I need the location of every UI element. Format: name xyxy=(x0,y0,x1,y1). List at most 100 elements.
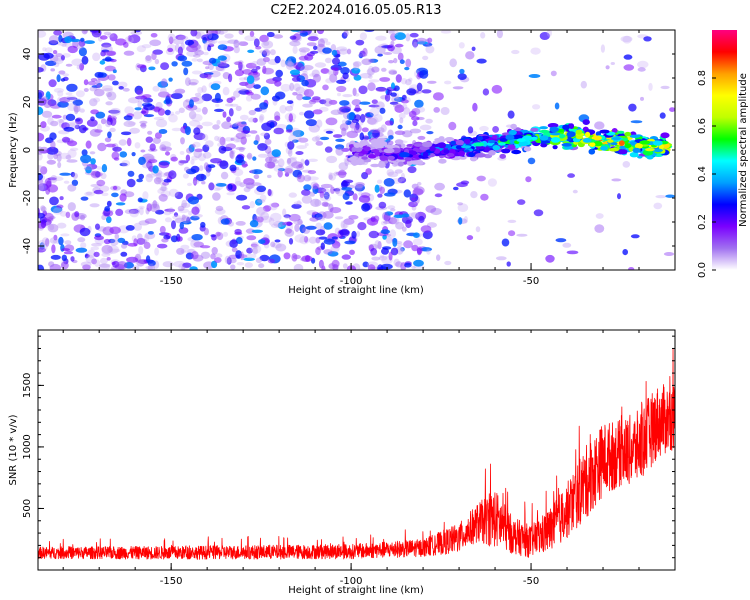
spectrogram-noise-mark xyxy=(416,181,422,186)
spectrogram-noise-mark xyxy=(214,208,226,215)
spectrogram-noise-mark xyxy=(179,150,185,155)
spectrogram-signal-mark xyxy=(518,140,529,147)
spectrogram-noise-mark xyxy=(214,92,221,102)
spectrogram-noise-mark xyxy=(191,70,202,75)
spectrogram-noise-mark xyxy=(48,261,55,267)
spectrogram-noise-mark xyxy=(138,156,146,166)
spectrogram-noise-mark xyxy=(101,192,109,197)
spectrogram-noise-mark xyxy=(409,128,422,134)
spectrogram-noise-mark xyxy=(180,202,191,208)
spectrogram-noise-mark xyxy=(466,235,474,241)
spectrogram-noise-mark xyxy=(75,90,85,98)
spectrogram-noise-mark xyxy=(89,86,98,92)
spectrogram-noise-mark xyxy=(185,168,197,175)
spectrogram-noise-mark xyxy=(180,137,185,145)
spectrogram-noise-mark xyxy=(202,151,212,159)
spectrogram-noise-mark xyxy=(343,111,351,120)
spectrogram-noise-mark xyxy=(140,149,146,153)
spectrogram-noise-mark xyxy=(67,184,77,192)
spectrogram-noise-mark xyxy=(336,46,348,52)
spectrogram-noise-mark xyxy=(380,220,388,226)
spectrogram-noise-mark xyxy=(38,264,45,270)
spectrogram-noise-mark xyxy=(287,141,295,150)
spectrogram-noise-mark xyxy=(61,136,71,143)
spectrogram-noise-mark xyxy=(235,154,244,164)
x-tick-label: -150 xyxy=(160,276,183,287)
spectrogram-noise-mark xyxy=(180,244,190,250)
spectrogram-noise-mark xyxy=(337,92,341,97)
spectrogram-noise-mark xyxy=(145,173,153,183)
spectrogram-noise-mark xyxy=(71,179,79,186)
spectrogram-noise-mark xyxy=(259,102,268,110)
spectrogram-noise-mark xyxy=(153,106,161,113)
spectrogram-noise-mark xyxy=(67,140,78,147)
spectrogram-noise-mark xyxy=(141,44,152,49)
spectrogram-signal-mark xyxy=(568,123,575,129)
spectrogram-noise-mark xyxy=(177,46,183,56)
spectrogram-noise-mark xyxy=(255,207,266,216)
spectrogram-noise-mark xyxy=(444,80,452,85)
spectrogram-noise-mark xyxy=(457,203,469,213)
spectrogram-noise-mark xyxy=(389,229,396,238)
spectrogram-noise-mark xyxy=(392,70,397,75)
spectrogram-noise-mark xyxy=(406,212,418,219)
spectrogram-noise-mark xyxy=(157,81,169,88)
spectrogram-noise-mark xyxy=(480,193,489,201)
spectrogram-noise-mark xyxy=(303,236,309,243)
spectrogram-noise-mark xyxy=(292,254,301,260)
spectrogram-noise-mark xyxy=(325,57,332,64)
spectrogram-noise-mark xyxy=(246,152,253,160)
spectrogram-noise-mark xyxy=(501,238,510,247)
y-tick-label: 40 xyxy=(22,48,33,61)
spectrogram-noise-mark xyxy=(412,38,419,48)
spectrogram-noise-mark xyxy=(109,127,116,133)
spectrogram-noise-mark xyxy=(45,91,51,100)
spectrogram-noise-mark xyxy=(184,126,191,136)
spectrogram-noise-mark xyxy=(140,123,147,127)
spectrogram-noise-mark xyxy=(134,30,141,33)
spectrogram-noise-mark xyxy=(221,121,232,130)
spectrogram-signal-mark xyxy=(608,147,620,152)
spectrogram-noise-mark xyxy=(384,93,391,102)
spectrogram-noise-mark xyxy=(328,172,337,181)
spectrogram-noise-mark xyxy=(285,105,294,112)
spectrogram-noise-mark xyxy=(370,248,378,256)
spectrogram-noise-mark xyxy=(143,104,155,111)
spectrogram-noise-mark xyxy=(669,107,675,112)
spectrogram-signal-mark xyxy=(498,142,506,146)
spectrogram-noise-mark xyxy=(151,52,157,61)
spectrogram-noise-mark xyxy=(137,100,143,109)
spectrogram-noise-mark xyxy=(265,78,278,84)
spectrogram-signal-mark xyxy=(367,154,377,159)
spectrogram-noise-mark xyxy=(285,129,293,133)
spectrogram-noise-mark xyxy=(659,112,666,119)
spectrogram-noise-mark xyxy=(341,32,348,39)
spectrogram-noise-mark xyxy=(136,259,145,267)
spectrogram-signal-mark xyxy=(539,126,548,130)
spectrogram-noise-mark xyxy=(179,221,184,230)
spectrogram-noise-mark xyxy=(193,176,198,186)
spectrogram-noise-mark xyxy=(352,61,362,67)
spectrogram-noise-mark xyxy=(137,233,143,240)
spectrogram-noise-mark xyxy=(97,142,107,152)
spectrogram-noise-mark xyxy=(425,205,437,213)
spectrogram-noise-mark xyxy=(203,227,209,236)
spectrogram-noise-mark xyxy=(354,92,360,97)
spectrogram-signal-mark xyxy=(658,144,665,150)
spectrogram-noise-mark xyxy=(202,133,209,142)
spectrogram-noise-mark xyxy=(271,202,280,208)
spectrogram-noise-mark xyxy=(197,153,207,162)
spectrogram-noise-mark xyxy=(161,78,168,87)
spectrogram-noise-mark xyxy=(133,222,142,231)
spectrogram-noise-mark xyxy=(188,82,198,86)
spectrogram-noise-mark xyxy=(65,95,77,103)
spectrogram-noise-mark xyxy=(261,50,268,58)
spectrogram-noise-mark xyxy=(319,191,325,199)
spectrogram-noise-mark xyxy=(293,62,304,70)
spectrogram-signal-mark xyxy=(653,148,663,153)
spectrogram-noise-mark xyxy=(341,119,348,125)
spectrogram-noise-mark xyxy=(49,35,59,44)
spectrogram-noise-mark xyxy=(199,245,211,249)
spectrogram-noise-mark xyxy=(467,126,474,134)
spectrogram-noise-mark xyxy=(215,231,221,237)
